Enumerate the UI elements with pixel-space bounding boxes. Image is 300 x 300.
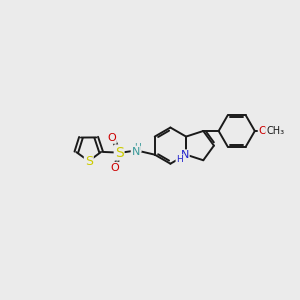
Text: O: O bbox=[110, 163, 119, 173]
Text: O: O bbox=[259, 126, 267, 136]
Text: H: H bbox=[134, 143, 141, 152]
Text: H: H bbox=[176, 155, 183, 164]
Text: N: N bbox=[180, 150, 189, 160]
Text: S: S bbox=[115, 146, 124, 160]
Text: O: O bbox=[107, 133, 116, 143]
Text: CH₃: CH₃ bbox=[266, 126, 284, 136]
Text: S: S bbox=[85, 154, 93, 167]
Text: N: N bbox=[132, 147, 140, 157]
